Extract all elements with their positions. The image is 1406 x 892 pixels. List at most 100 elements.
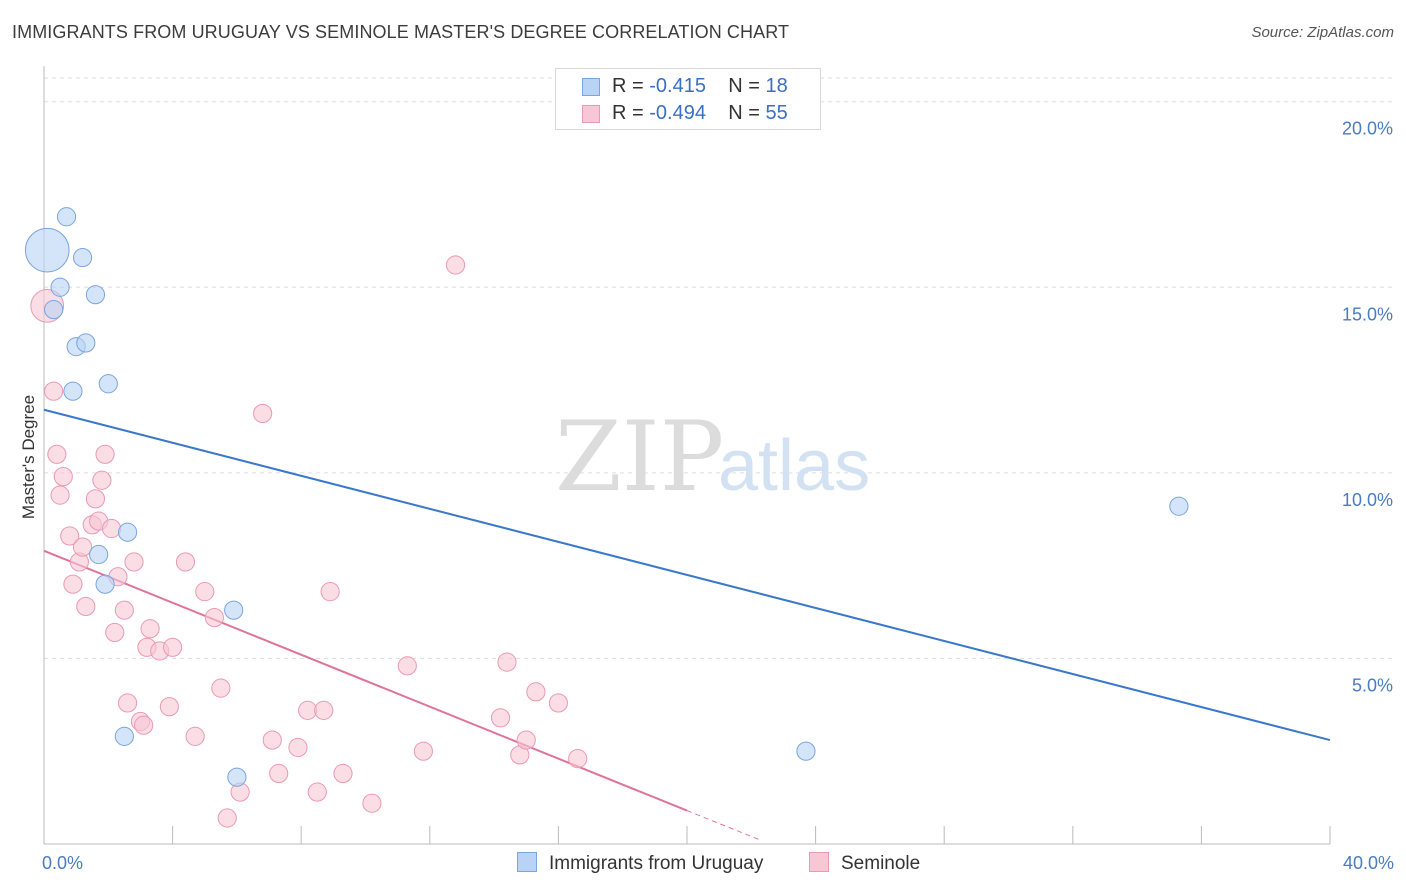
data-point-uruguay <box>89 544 109 565</box>
data-point-uruguay <box>63 381 83 401</box>
data-point-seminole <box>445 255 466 275</box>
legend-swatch-uruguay <box>582 78 600 96</box>
data-point-uruguay <box>796 741 816 761</box>
data-point-seminole <box>333 763 353 784</box>
data-point-seminole <box>307 782 327 802</box>
data-point-seminole <box>490 708 511 728</box>
data-point-uruguay <box>95 574 115 594</box>
y-tick-label: 15.0% <box>1342 304 1393 324</box>
data-point-uruguay <box>117 522 138 542</box>
data-point-seminole <box>320 582 340 602</box>
data-point-seminole <box>204 608 224 628</box>
data-point-seminole <box>195 582 215 602</box>
data-point-seminole <box>548 693 568 713</box>
data-point-seminole <box>140 619 160 639</box>
data-point-seminole <box>211 678 231 698</box>
data-point-seminole <box>262 730 282 750</box>
y-tick-label: 5.0% <box>1352 675 1393 695</box>
data-point-seminole <box>526 682 546 702</box>
data-point-seminole <box>134 715 154 735</box>
data-point-seminole <box>124 552 144 572</box>
y-tick-label: 20.0% <box>1342 119 1393 139</box>
data-points <box>24 207 1189 828</box>
watermark-zip: ZIP <box>555 401 724 513</box>
data-point-seminole <box>516 730 536 750</box>
legend-item-uruguay: Immigrants from Uruguay <box>517 852 763 875</box>
legend-n-label: N = <box>728 75 760 97</box>
y-axis-label: Master's Degree <box>19 395 38 519</box>
data-point-seminole <box>568 749 588 769</box>
legend-item-seminole: Seminole <box>809 852 920 875</box>
legend-r-label: R = <box>612 102 644 124</box>
data-point-uruguay <box>56 207 77 227</box>
x-tick-label-max: 40.0% <box>1343 853 1394 873</box>
data-point-seminole <box>397 656 417 676</box>
data-point-seminole <box>175 552 196 572</box>
data-point-uruguay <box>98 374 118 394</box>
legend-r-label: R = <box>612 75 644 97</box>
legend-r-value: -0.415 <box>649 75 706 97</box>
data-point-uruguay <box>114 726 134 746</box>
data-point-uruguay <box>1169 496 1189 516</box>
y-tick-labels: 5.0% 10.0% 15.0% 20.0% <box>1342 119 1393 696</box>
data-point-uruguay <box>227 767 247 787</box>
source-credit: Source: ZipAtlas.com <box>1251 24 1394 41</box>
legend-label-seminole: Seminole <box>841 853 921 874</box>
data-point-seminole <box>72 537 93 557</box>
data-point-uruguay <box>24 227 70 273</box>
data-point-seminole <box>92 470 112 490</box>
data-point-seminole <box>269 763 289 784</box>
data-point-seminole <box>114 600 134 620</box>
legend-text-seminole: R = -0.494 N = 55 <box>612 102 788 125</box>
trendline-seminole <box>43 549 688 812</box>
data-point-uruguay <box>50 277 70 297</box>
legend-swatch-seminole <box>809 852 829 872</box>
data-point-seminole <box>76 596 96 617</box>
legend-r-value: -0.494 <box>649 102 706 124</box>
legend-swatch-seminole <box>582 105 600 123</box>
data-point-seminole <box>47 444 67 464</box>
data-point-seminole <box>50 485 70 505</box>
data-point-seminole <box>288 737 308 758</box>
data-point-uruguay <box>76 333 96 353</box>
data-point-uruguay <box>85 285 106 305</box>
correlation-legend: R = -0.415 N = 18 R = -0.494 N = 55 <box>555 68 821 130</box>
grid-lines <box>44 77 1392 659</box>
data-point-seminole <box>362 793 382 813</box>
data-point-seminole <box>217 808 237 828</box>
legend-label-uruguay: Immigrants from Uruguay <box>549 853 764 874</box>
data-point-seminole <box>105 622 125 643</box>
legend-n-label: N = <box>728 102 760 124</box>
chart-title: IMMIGRANTS FROM URUGUAY VS SEMINOLE MAST… <box>12 22 790 42</box>
legend-swatch-uruguay <box>517 852 537 872</box>
data-point-seminole <box>163 637 183 657</box>
data-point-seminole <box>53 466 73 487</box>
data-point-seminole <box>185 726 205 746</box>
data-point-seminole <box>95 444 115 464</box>
legend-text-uruguay: R = -0.415 N = 18 <box>612 75 788 98</box>
legend-n-value: 55 <box>765 102 788 124</box>
data-point-uruguay <box>224 600 244 620</box>
axes <box>43 66 1331 845</box>
data-point-seminole <box>117 693 138 713</box>
data-point-seminole <box>63 574 83 594</box>
data-point-seminole <box>298 700 318 720</box>
data-point-seminole <box>85 489 106 509</box>
x-tick-label-min: 0.0% <box>42 853 83 873</box>
data-point-seminole <box>159 697 179 717</box>
y-tick-label: 10.0% <box>1342 490 1393 510</box>
data-point-seminole <box>44 381 64 401</box>
trendline-seminole-extension <box>686 810 762 841</box>
watermark-atlas: atlas <box>718 426 870 506</box>
data-point-seminole <box>253 403 273 424</box>
data-point-seminole <box>314 700 334 720</box>
trendline-uruguay <box>43 408 1331 742</box>
data-point-seminole <box>413 741 433 761</box>
data-point-uruguay <box>72 247 93 268</box>
legend-n-value: 18 <box>765 75 788 97</box>
data-point-seminole <box>60 526 80 546</box>
data-point-seminole <box>101 518 122 539</box>
data-point-uruguay <box>44 299 64 320</box>
data-point-seminole <box>497 652 517 672</box>
